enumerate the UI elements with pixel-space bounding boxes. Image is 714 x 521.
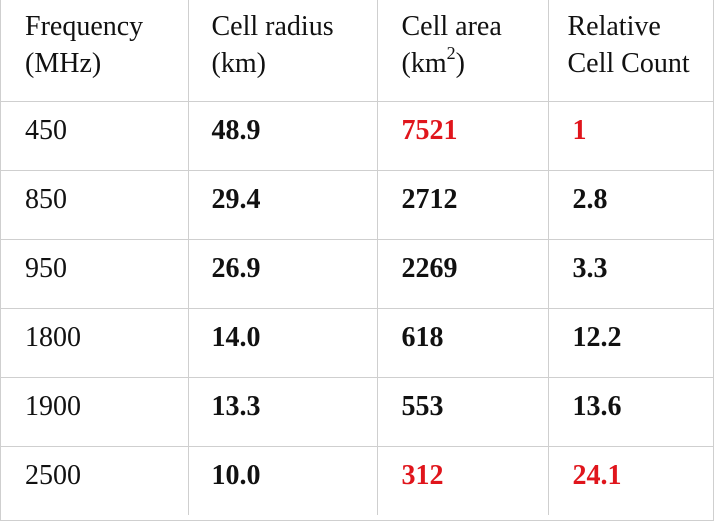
header-frequency-line2: (MHz): [25, 48, 102, 79]
radius-cell: 14.0: [188, 308, 378, 378]
frequency-cell: 850: [1, 170, 189, 240]
header-frequency-line1: Frequency: [25, 11, 144, 42]
header-cell-area: Cell area (km2): [377, 0, 549, 102]
header-area-line1: Cell area: [401, 11, 502, 42]
header-frequency: Frequency (MHz): [1, 0, 189, 102]
radius-cell: 13.3: [188, 377, 378, 447]
table-row: 850 29.4 2712 2.8: [1, 170, 713, 240]
header-area-unit-prefix: (km: [401, 48, 447, 79]
count-cell: 3.3: [548, 239, 713, 309]
header-relative-cell-count: Relative Cell Count: [548, 0, 713, 102]
count-cell-highlighted: 1: [548, 101, 713, 171]
table-header: Frequency (MHz) Cell radius (km) Cell ar…: [1, 0, 713, 102]
area-cell: 2712: [377, 170, 549, 240]
header-row: Frequency (MHz) Cell radius (km) Cell ar…: [1, 0, 713, 102]
frequency-cell: 1800: [1, 308, 189, 378]
table-row: 1900 13.3 553 13.6: [1, 377, 713, 447]
radius-cell: 29.4: [188, 170, 378, 240]
header-radius-line1: Cell radius: [211, 11, 334, 42]
table-row: 1800 14.0 618 12.2: [1, 308, 713, 378]
count-cell: 13.6: [548, 377, 713, 447]
area-cell-highlighted: 7521: [377, 101, 549, 171]
frequency-cell: 2500: [1, 446, 189, 515]
header-area-unit-exponent: 2: [446, 42, 456, 63]
count-cell: 2.8: [548, 170, 713, 240]
header-area-line2: (km2): [401, 42, 548, 82]
count-cell: 12.2: [548, 308, 713, 378]
area-cell: 618: [377, 308, 549, 378]
table-row: 450 48.9 7521 1: [1, 101, 713, 171]
frequency-cell: 950: [1, 239, 189, 309]
radius-cell: 48.9: [188, 101, 378, 171]
header-count-line2: Cell Count: [567, 48, 690, 79]
table-body: 450 48.9 7521 1 850 29.4 2712 2.8 950 26…: [1, 101, 713, 515]
count-cell-highlighted: 24.1: [572, 459, 622, 491]
frequency-cell: 1900: [1, 377, 189, 447]
header-area-unit-suffix: ): [455, 48, 465, 79]
radius-cell: 26.9: [188, 239, 378, 309]
radius-cell: 10.0: [188, 446, 378, 515]
area-cell-highlighted: 312: [377, 446, 549, 515]
header-count-line1: Relative: [567, 11, 661, 42]
table-row: 2500 10.0 312 24.1: [1, 446, 713, 515]
area-cell: 553: [377, 377, 549, 447]
header-cell-radius: Cell radius (km): [188, 0, 378, 102]
area-cell: 2269: [377, 239, 549, 309]
header-radius-line2: (km): [211, 48, 266, 79]
table-row: 950 26.9 2269 3.3: [1, 239, 713, 309]
frequency-cell: 450: [1, 101, 189, 171]
